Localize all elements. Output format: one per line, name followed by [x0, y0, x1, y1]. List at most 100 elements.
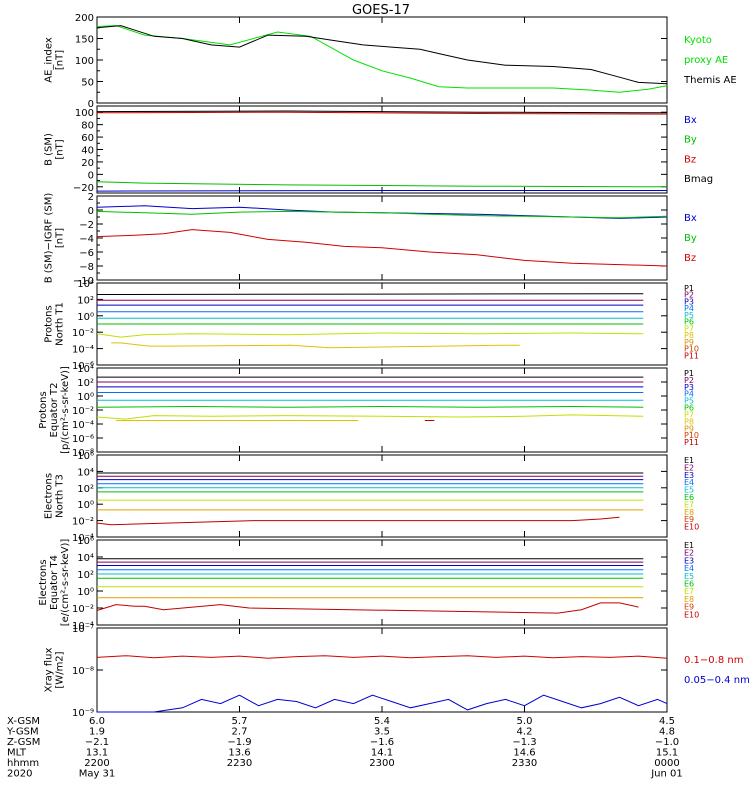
y-tick-label: 10⁰	[77, 587, 94, 598]
y-tick-label: 100	[75, 108, 94, 119]
xaxis-tick-label: 13.6	[228, 748, 250, 759]
legend-entry: P11	[684, 438, 699, 447]
legend-entry: By	[684, 135, 697, 146]
xaxis-row-x-gsm: X-GSM 6.0 5.7 5.4 5.0 4.5	[7, 716, 675, 727]
y-tick-label: 2	[88, 192, 94, 203]
legend-entry: E5	[684, 486, 694, 495]
y-tick-label: 0	[88, 206, 94, 217]
xaxis-tick-label: 6.0	[89, 716, 105, 727]
legend-entry: E1	[684, 456, 694, 465]
legend-entry: E9	[684, 603, 694, 612]
legend-entry: E6	[684, 580, 694, 589]
y-axis-label: [nT]	[55, 50, 66, 70]
xaxis-tick-label: 14.1	[371, 748, 393, 759]
y-tick-label: 200	[75, 13, 94, 24]
series-e10	[96, 516, 620, 526]
xaxis-tick-label: −1.9	[227, 737, 251, 748]
panel-p_north: 10⁻⁶ 10⁻⁴ 10⁻² 10⁰ 10² 10⁴ Protons North T1 P1P2…	[44, 279, 700, 372]
y-tick-label: 10⁻⁷	[72, 624, 94, 635]
y-tick-label: 10⁴	[77, 467, 94, 478]
y-tick-label: 10⁻⁸	[72, 666, 94, 677]
y-axis-label: Electrons	[44, 473, 55, 519]
series-bz	[96, 111, 668, 115]
legend-entry: Kyoto	[684, 35, 712, 46]
xaxis-tick-label: 15.1	[656, 748, 678, 759]
y-tick-label: 10⁻²	[72, 517, 94, 528]
series-p6	[96, 405, 644, 408]
legend-entry: E2	[684, 463, 694, 472]
legend-entry: P9	[684, 338, 694, 347]
legend-entry: Bz	[684, 253, 696, 264]
y-axis-label: Protons	[38, 391, 49, 428]
y-axis-label: [e/(cm²-s-sr-keV)]	[60, 539, 71, 627]
panel-frame	[96, 367, 668, 453]
legend-entry: Themis AE	[683, 75, 737, 86]
xaxis-row-label: hhmm	[7, 758, 39, 769]
xaxis-tick-label: 2300	[369, 758, 394, 769]
legend-entry: E8	[684, 508, 694, 517]
panel-p_equator: 10⁻⁸ 10⁻⁶ 10⁻⁴ 10⁻² 10⁰ 10² 10⁴ Protons Equator …	[38, 364, 699, 459]
legend-entry: P7	[684, 324, 694, 333]
xaxis-tick-label: 2200	[84, 758, 109, 769]
y-axis-label: North T3	[55, 474, 66, 518]
y-tick-label: 80	[81, 121, 94, 132]
legend-entry: P10	[684, 431, 699, 440]
y-tick-label: −20	[73, 183, 94, 194]
y-tick-label: 150	[75, 35, 94, 46]
y-tick-label: 60	[81, 133, 94, 144]
y-tick-label: 50	[81, 78, 94, 89]
y-tick-label: 10⁶	[77, 451, 94, 462]
legend-entry: E6	[684, 493, 694, 502]
legend-entry: E7	[684, 587, 694, 596]
legend-entry: P3	[684, 383, 694, 392]
y-axis-label: Protons	[44, 305, 55, 342]
y-tick-label: 10²	[77, 570, 94, 581]
xaxis-row-label: Y-GSM	[6, 727, 39, 738]
legend-entry: P11	[684, 351, 699, 360]
y-tick-label: 10⁻²	[72, 328, 94, 339]
y-tick-label: −4	[79, 234, 94, 245]
xaxis-tick-label: 14.6	[513, 748, 535, 759]
y-axis-label: [nT]	[55, 228, 66, 248]
xaxis-row-label: X-GSM	[7, 716, 40, 727]
series-p7	[96, 332, 644, 338]
legend-entry: Bz	[684, 154, 696, 165]
series-e10	[96, 602, 639, 614]
panel-e_equator: 10⁻⁴ 10⁻² 10⁰ 10² 10⁴ 10⁶ Electrons Equator T4[…	[38, 536, 699, 632]
panel-frame	[96, 105, 668, 194]
xaxis-tick-label: 1.9	[89, 727, 105, 738]
xaxis-tick-label: 2330	[512, 758, 537, 769]
legend-entry: P4	[684, 390, 694, 399]
xaxis-tick-label: 3.5	[374, 727, 390, 738]
panel-frame	[96, 195, 668, 281]
xaxis-tick-label: May 31	[79, 769, 116, 780]
legend-entry: P9	[684, 424, 694, 433]
y-tick-label: 10²	[77, 295, 94, 306]
xaxis-row-z-gsm: Z-GSM −2.1 −1.9 −1.6 −1.3 −1.0	[7, 737, 679, 748]
series-kyoto-proxy-ae	[96, 25, 668, 93]
legend-entry: Bx	[684, 213, 697, 224]
series-bx	[96, 190, 667, 192]
y-tick-label: −8	[79, 262, 94, 273]
legend-entry: E10	[684, 523, 699, 532]
y-tick-label: 10⁻⁴	[72, 345, 94, 356]
series-p1	[96, 293, 644, 295]
y-tick-label: 10⁻²	[72, 604, 94, 615]
y-tick-label: 10⁴	[77, 364, 94, 375]
legend-entry: E3	[684, 471, 694, 480]
y-tick-label: −2	[79, 220, 94, 231]
x-axis-table: X-GSM 6.0 5.7 5.4 5.0 4.5 Y-GSM 1.9 2.7 3.5 4.2 4.8…	[6, 716, 683, 780]
y-tick-label: 10⁻⁴	[72, 533, 94, 544]
legend-entry: P8	[684, 331, 694, 340]
legend-entry: P6	[684, 404, 694, 413]
y-tick-label: 0	[88, 170, 94, 181]
y-tick-label: 10⁻⁶	[72, 434, 94, 445]
y-tick-label: 10²	[77, 484, 94, 495]
series-0-1-0-8-nm	[96, 655, 668, 659]
legend-entry: 0.05−0.4 nm	[684, 675, 750, 686]
legend-entry: E2	[684, 549, 694, 558]
xaxis-tick-label: 4.5	[659, 716, 675, 727]
